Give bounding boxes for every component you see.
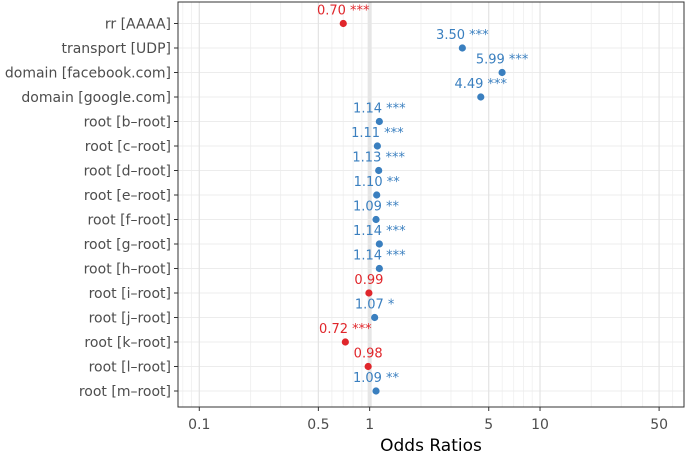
- point-marker: [341, 338, 349, 346]
- y-tick-label: transport [UDP]: [61, 41, 171, 57]
- data-label: 1.07 *: [355, 298, 395, 313]
- point-marker: [371, 313, 379, 322]
- point-marker: [458, 44, 466, 52]
- data-label: 0.72 ***: [319, 322, 372, 337]
- x-tick-label: 0.1: [188, 417, 210, 433]
- x-axis-labels: 0.1 0.5 1 5 10 50: [188, 407, 668, 433]
- point-marker: [339, 19, 347, 28]
- data-label: 0.70 ***: [317, 4, 370, 19]
- point-marker: [364, 362, 372, 371]
- y-tick-label: root [i–root]: [89, 286, 171, 302]
- y-tick-label: root [j–root]: [89, 311, 171, 327]
- point-marker: [373, 191, 381, 199]
- data-label: 1.09 **: [353, 371, 400, 386]
- y-tick-label: root [c–root]: [85, 139, 171, 155]
- x-tick-label: 50: [650, 417, 668, 433]
- data-label: 1.09 **: [353, 200, 400, 215]
- x-tick-label: 0.5: [307, 417, 329, 433]
- x-tick-label: 1: [365, 417, 374, 433]
- x-axis-title: Odds Ratios: [380, 436, 482, 456]
- point-marker: [373, 142, 381, 150]
- data-label: 4.49 ***: [454, 77, 507, 92]
- data-label: 1.10 **: [354, 175, 401, 190]
- y-tick-label: root [f–root]: [88, 213, 171, 229]
- y-tick-label: root [d–root]: [84, 164, 171, 180]
- y-tick-label: root [l–root]: [89, 360, 171, 376]
- y-axis-labels: rr [AAAA] transport [UDP] domain [facebook…: [5, 17, 178, 400]
- grid: [178, 2, 684, 407]
- y-tick-label: root [g–root]: [84, 237, 171, 253]
- data-label: 5.99 ***: [476, 53, 529, 68]
- y-tick-label: root [m–root]: [79, 384, 171, 400]
- data-label: 0.99: [354, 273, 383, 288]
- y-tick-label: root [h–root]: [84, 262, 171, 278]
- point-marker: [372, 387, 380, 395]
- x-tick-label: 5: [484, 417, 493, 433]
- y-tick-label: root [b–root]: [84, 115, 171, 131]
- point-marker: [375, 264, 383, 273]
- data-label: 3.50 ***: [436, 28, 489, 43]
- point-marker: [477, 93, 485, 101]
- point-marker: [375, 240, 383, 248]
- point-marker: [498, 68, 506, 77]
- y-tick-label: rr [AAAA]: [105, 17, 171, 33]
- y-tick-label: domain [google.com]: [21, 90, 171, 106]
- point-marker: [372, 215, 380, 224]
- data-label: 1.14 ***: [353, 102, 406, 117]
- data-label: 1.13 ***: [352, 151, 405, 166]
- point-marker: [375, 117, 383, 126]
- y-tick-label: root [e–root]: [84, 188, 171, 204]
- marks: 0.70 *** 3.50 *** 5.99 *** 4.49 *** 1.14 ***…: [317, 4, 529, 395]
- point-marker: [365, 289, 373, 297]
- data-label: 0.98: [354, 347, 383, 362]
- y-tick-label: root [k–root]: [84, 335, 171, 351]
- data-label: 1.14 ***: [353, 249, 406, 264]
- y-tick-label: domain [facebook.com]: [5, 66, 171, 82]
- point-marker: [375, 166, 383, 175]
- data-label: 1.14 ***: [353, 224, 406, 239]
- x-tick-label: 10: [531, 417, 549, 433]
- data-label: 1.11 ***: [351, 126, 404, 141]
- panel-border: [177, 1, 685, 408]
